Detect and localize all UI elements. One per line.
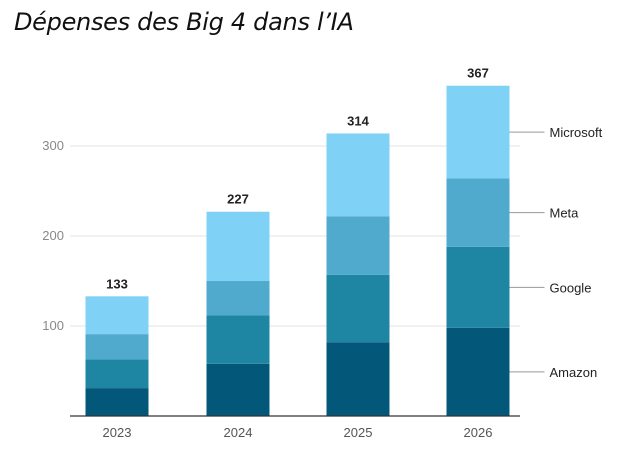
bar-segment-google [206, 315, 270, 364]
total-label: 133 [106, 276, 128, 291]
bar-segment-google [446, 246, 510, 328]
legend-label-amazon: Amazon [550, 365, 598, 380]
bar-segment-microsoft [85, 296, 149, 335]
bar-segment-microsoft [206, 211, 270, 282]
y-tick-label: 100 [42, 318, 64, 333]
legend-label-microsoft: Microsoft [550, 125, 603, 140]
bar-segment-meta [206, 281, 270, 316]
total-label: 314 [347, 113, 369, 128]
bar-segment-amazon [446, 327, 510, 416]
legend-label-meta: Meta [550, 206, 580, 221]
bar-segment-meta [446, 178, 510, 247]
x-tick-label: 2023 [103, 425, 132, 440]
bar-segment-google [85, 359, 149, 389]
bar-segment-amazon [85, 388, 149, 416]
legend-label-google: Google [550, 280, 592, 295]
y-tick-label: 300 [42, 138, 64, 153]
bar-segment-microsoft [446, 85, 510, 179]
y-axis: 100 200 300 [42, 138, 64, 333]
x-tick-label: 2026 [464, 425, 493, 440]
total-labels: 133 227 314 367 [106, 66, 489, 292]
total-label: 227 [227, 192, 249, 207]
bar-segment-amazon [206, 363, 270, 416]
legend: Amazon Google Meta Microsoft [509, 125, 603, 380]
y-tick-label: 200 [42, 228, 64, 243]
total-label: 367 [467, 66, 489, 81]
bar-segment-meta [85, 334, 149, 360]
bar-segment-meta [326, 216, 390, 275]
bar-segment-microsoft [326, 133, 390, 217]
x-axis: 2023 2024 2025 2026 [70, 415, 520, 440]
bar-segment-amazon [326, 342, 390, 416]
bars [85, 85, 510, 416]
x-tick-label: 2025 [344, 425, 373, 440]
x-tick-label: 2024 [224, 425, 253, 440]
chart-title: Dépenses des Big 4 dans l’IA [14, 8, 354, 36]
bar-segment-google [326, 274, 390, 343]
